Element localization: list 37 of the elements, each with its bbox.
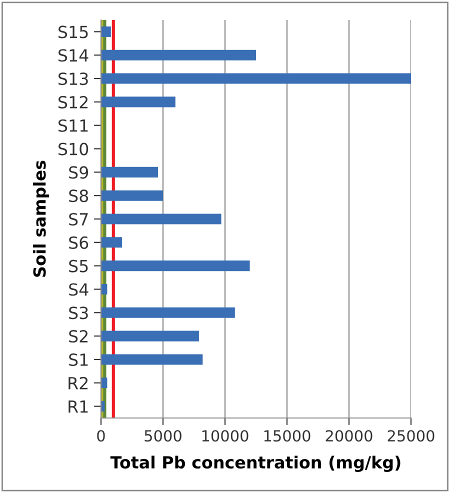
bar	[101, 26, 111, 37]
x-tick-label: 5000	[144, 430, 182, 442]
x-tick-label: 0	[97, 430, 105, 442]
y-tick-label: S3	[69, 306, 88, 320]
bar	[101, 307, 235, 318]
y-tick-label: S9	[69, 166, 88, 179]
bar	[101, 214, 222, 224]
y-tick-label: S5	[69, 260, 88, 272]
y-tick-label: S8	[69, 190, 88, 202]
x-tick-label: 25000	[388, 430, 434, 442]
y-tick-label: S14	[58, 49, 88, 62]
y-tick-label: S10	[58, 142, 88, 156]
y-axis-title: Soil samples	[32, 160, 50, 277]
x-tick-label: 10000	[202, 430, 248, 442]
y-tick-label: R1	[68, 400, 88, 413]
bar	[101, 190, 163, 201]
y-tick-label: S2	[69, 330, 88, 343]
x-axis-title: Total Pb concentration (mg/kg)	[110, 456, 400, 472]
y-tick-label: S11	[58, 119, 88, 132]
bar	[101, 237, 122, 248]
y-tick-label: S15	[58, 26, 88, 38]
y-tick-label: S1	[69, 353, 88, 366]
bar	[101, 330, 199, 342]
bar	[101, 73, 411, 84]
y-tick-label: R2	[68, 376, 88, 390]
y-tick-label: S12	[58, 96, 88, 109]
bar	[101, 96, 176, 108]
x-tick-label: 20000	[326, 430, 372, 442]
y-tick-label: S6	[69, 236, 88, 249]
bar	[101, 50, 256, 60]
x-tick-label: 15000	[264, 430, 310, 442]
y-tick-label: S7	[69, 212, 88, 226]
y-tick-label: S13	[58, 72, 88, 86]
bar	[101, 166, 158, 178]
y-tick-label: S4	[69, 283, 88, 296]
bar	[101, 354, 203, 365]
bar	[101, 260, 250, 272]
